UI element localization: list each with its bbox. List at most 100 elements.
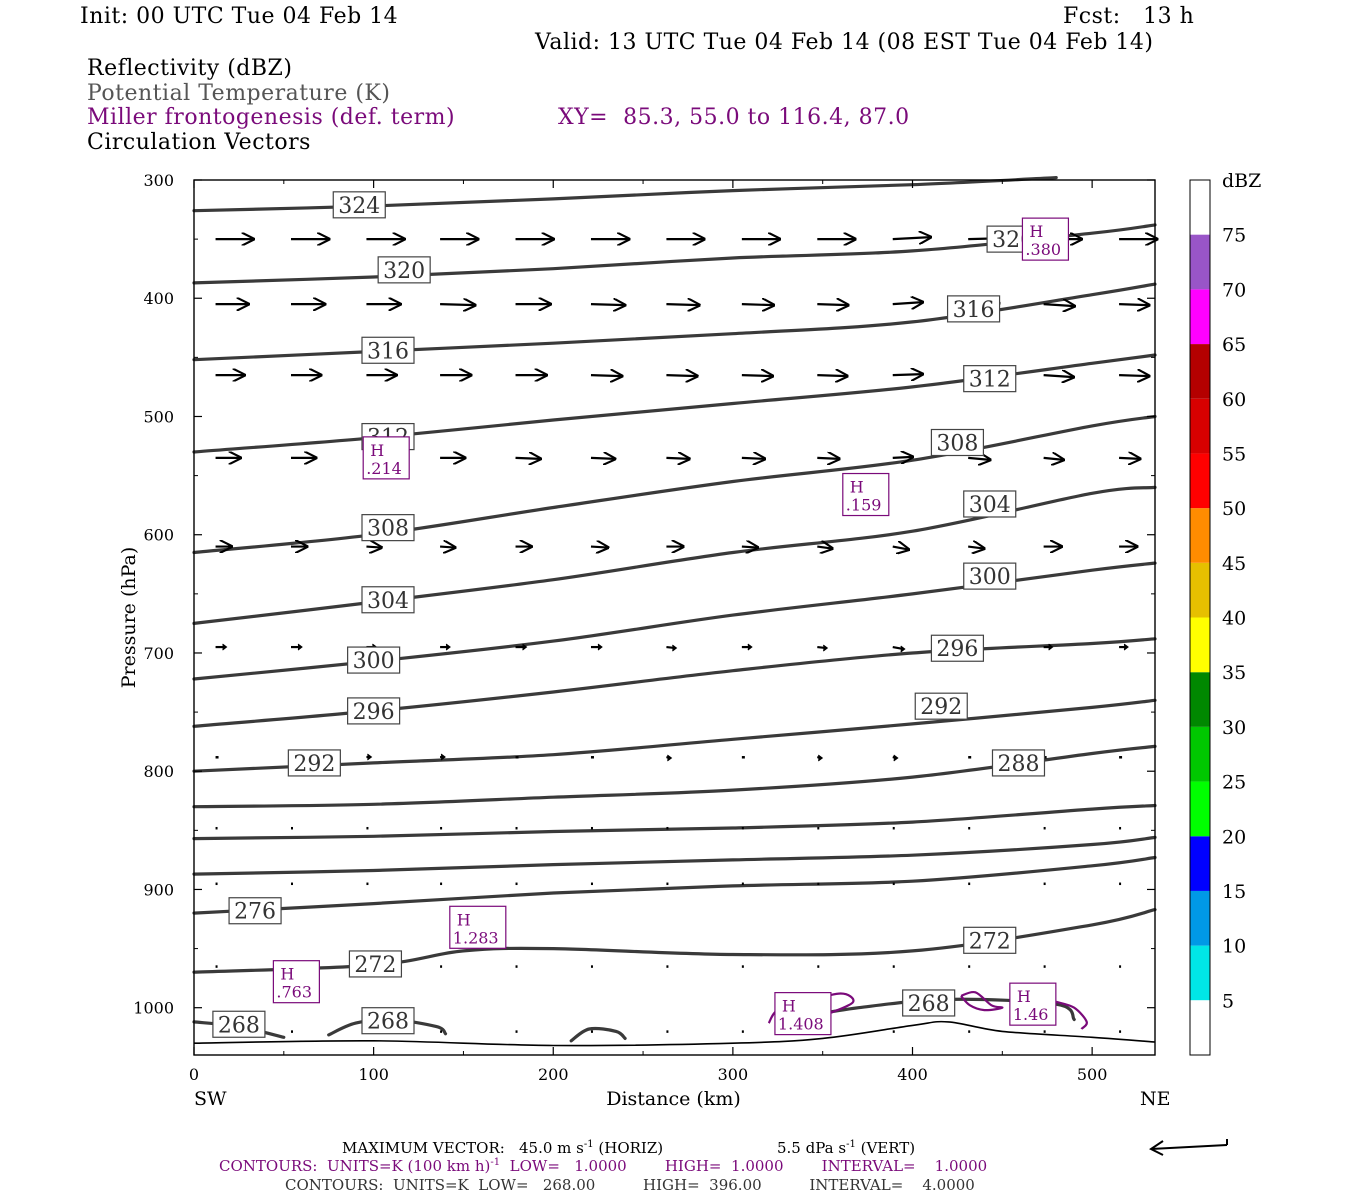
y-tick-label: 800 <box>143 762 174 781</box>
colorbar-tick-label: 45 <box>1222 553 1246 575</box>
circulation-vector <box>440 826 443 830</box>
frontogenesis-high-value: .159 <box>846 496 882 515</box>
circulation-vector <box>741 547 758 548</box>
circulation-vector <box>666 826 669 830</box>
circulation-vector <box>892 302 923 304</box>
theta-label-box <box>991 749 1046 777</box>
circulation-vector-head <box>222 643 228 651</box>
theta-label: 292 <box>293 752 335 777</box>
circulation-vector <box>1043 1030 1046 1033</box>
colorbar-segment <box>1190 398 1210 454</box>
circulation-vector <box>1119 304 1149 305</box>
theta-label-box <box>930 634 985 662</box>
theta-label: 316 <box>367 339 409 364</box>
y-tick-label: 900 <box>143 880 174 899</box>
circulation-vector <box>366 882 369 886</box>
theta-label: 268 <box>367 1010 409 1035</box>
circulation-vector <box>1043 375 1074 377</box>
x-tick-label: 0 <box>189 1065 199 1084</box>
y-axis-title: Pressure (hPa) <box>118 547 140 689</box>
circulation-vector <box>590 304 625 305</box>
theta-label: 316 <box>953 298 995 323</box>
y-tick-label: 600 <box>143 526 174 545</box>
colorbar-unit: dBZ <box>1222 170 1261 192</box>
circulation-vector <box>968 1030 971 1033</box>
y-tick-label: 400 <box>143 289 174 308</box>
colorbar-tick-label: 40 <box>1222 608 1246 630</box>
circulation-vector <box>1043 458 1064 460</box>
x-axis-left-end: SW <box>194 1088 227 1110</box>
theta-label: 288 <box>997 752 1039 777</box>
colorbar-tick-label: 60 <box>1222 389 1246 411</box>
circulation-vector <box>1119 965 1122 968</box>
xsection-endpoints: XY= 85.3, 55.0 to 116.4, 87.0 <box>558 105 910 130</box>
theta-contour-292 <box>192 698 1157 773</box>
theta-label: 308 <box>367 517 409 542</box>
frontogenesis-high-marker: H <box>370 441 384 460</box>
circulation-vector <box>892 547 909 550</box>
reference-vector-arrow <box>1149 1139 1228 1156</box>
colorbar-tick-label: 50 <box>1222 498 1246 520</box>
colorbar-segment <box>1190 234 1210 290</box>
y-tick-label: 300 <box>143 171 174 190</box>
colorbar-tick-label: 55 <box>1222 443 1246 465</box>
circulation-vector <box>1119 1030 1122 1033</box>
frontogenesis-high-box <box>449 905 507 949</box>
theta-label-box <box>902 989 956 1017</box>
circulation-vector <box>892 826 895 830</box>
circulation-vector <box>817 304 848 305</box>
theta-label-box <box>963 365 1017 393</box>
colorbar-tick-label: 75 <box>1222 225 1246 247</box>
circulation-vector <box>590 547 608 548</box>
theta-label: 324 <box>338 194 380 219</box>
fronto-exponent: -1 <box>490 1157 501 1168</box>
theta-label-box <box>377 256 431 284</box>
circulation-vector <box>1043 304 1075 306</box>
max-vector-label: MAXIMUM VECTOR: <box>342 1139 505 1157</box>
theta-label-box <box>963 490 1017 518</box>
field-theta: Potential Temperature (K) <box>87 81 391 106</box>
theta-label-box <box>361 514 415 542</box>
theta-label-box <box>946 295 1001 323</box>
circulation-vector <box>440 882 443 886</box>
circulation-vector <box>968 882 971 886</box>
y-tick-label: 500 <box>143 407 174 426</box>
theta-label: 296 <box>353 700 395 725</box>
circulation-vector <box>968 458 990 460</box>
frontogenesis-high-box <box>272 960 320 1004</box>
circulation-vector-head <box>667 754 673 762</box>
circulation-vector <box>515 882 518 886</box>
theta-label-box <box>963 562 1017 590</box>
circulation-vector <box>892 1030 895 1033</box>
theta-label: 304 <box>969 493 1011 518</box>
frontogenesis-high-value: .380 <box>1025 240 1061 259</box>
frontogenesis-contour <box>960 990 1004 1012</box>
circulation-vector <box>515 965 518 968</box>
circulation-vector <box>590 965 593 968</box>
fronto-contour-info: CONTOURS: UNITS=K (100 km h)-1 LOW= 1.00… <box>219 1157 987 1175</box>
frontogenesis-high-marker: H <box>782 997 796 1016</box>
frontogenesis-high-value: 1.46 <box>1013 1005 1049 1024</box>
terrain-line <box>193 1020 1156 1047</box>
x-tick-label: 100 <box>358 1065 389 1084</box>
theta-label: 300 <box>353 649 395 674</box>
circulation-vector <box>290 882 293 886</box>
circulation-vector-head <box>893 754 899 762</box>
max-vector-horiz-value: 45.0 m s <box>519 1139 584 1157</box>
colorbar-frame <box>1189 179 1211 1056</box>
theta-label: 268 <box>218 1013 260 1038</box>
circulation-vector <box>817 882 820 886</box>
theta-label: 320 <box>383 259 425 284</box>
circulation-vector <box>666 1030 669 1033</box>
theta-label: 312 <box>969 368 1011 393</box>
theta-contour-288 <box>192 744 1157 809</box>
circulation-vector <box>741 826 744 830</box>
circulation-vector <box>892 374 923 375</box>
x-axis-right-end: NE <box>1140 1088 1171 1110</box>
colorbar-segment <box>1190 945 1210 1001</box>
circulation-vector <box>968 826 971 830</box>
circulation-vector <box>1119 756 1123 759</box>
theta-label: 276 <box>234 900 276 925</box>
colorbar-segment <box>1190 890 1210 946</box>
circulation-vector <box>817 375 847 376</box>
